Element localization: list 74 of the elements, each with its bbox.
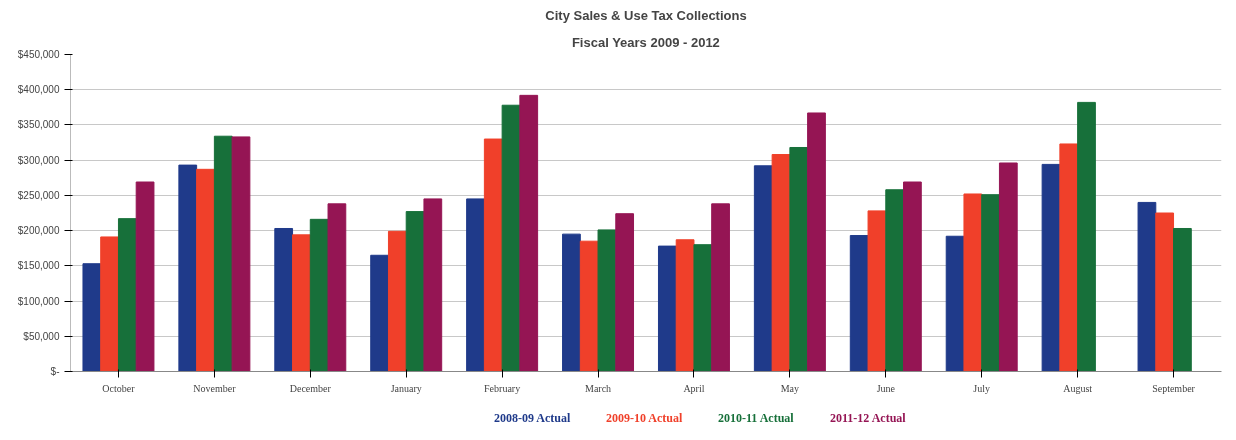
- bar: [231, 136, 251, 372]
- bar: [945, 235, 965, 372]
- bar: [579, 240, 599, 372]
- bar: [771, 154, 791, 372]
- bar: [1155, 212, 1175, 372]
- text: 2011-12 Actual: [830, 411, 906, 426]
- bar: [867, 210, 887, 372]
- bar: [117, 218, 137, 372]
- bar: [597, 229, 617, 372]
- bar: [885, 189, 905, 372]
- chart-title: City Sales & Use Tax Collections: [545, 7, 747, 23]
- bar: [981, 194, 1000, 372]
- bar: [178, 164, 198, 372]
- bar: [789, 146, 809, 372]
- x-tick-label: September: [1152, 382, 1196, 394]
- x-tick-label: June: [876, 382, 896, 394]
- bar: [615, 213, 635, 372]
- bar: [309, 218, 329, 372]
- bar: [405, 211, 425, 372]
- bar: [1137, 201, 1157, 372]
- bar: [483, 138, 503, 372]
- y-tick-label: $100,000: [17, 295, 60, 307]
- bar: [1077, 101, 1096, 372]
- bar: [466, 198, 485, 372]
- x-tick-label: November: [193, 382, 237, 394]
- y-tick-label: $50,000: [23, 330, 60, 342]
- bar: [519, 94, 539, 372]
- bar: [711, 203, 730, 372]
- x-tick-label: May: [780, 382, 800, 394]
- y-tick-label: $250,000: [17, 189, 60, 201]
- bar: [693, 244, 713, 372]
- bar: [501, 104, 521, 372]
- bar: [213, 135, 233, 372]
- bar: [387, 230, 407, 372]
- bar: [135, 181, 155, 372]
- x-tick-label: October: [102, 382, 136, 394]
- bar: [423, 198, 443, 372]
- bar: [998, 162, 1018, 372]
- bar: [1173, 228, 1192, 372]
- x-tick-label: August: [1063, 382, 1093, 394]
- bar: [327, 203, 347, 372]
- bar: [82, 263, 102, 372]
- y-tick-label: $350,000: [17, 119, 60, 131]
- bar: [657, 245, 677, 372]
- x-tick-label: December: [289, 382, 332, 394]
- x-tick-label: April: [683, 382, 705, 394]
- y-tick-label: $300,000: [17, 154, 60, 166]
- bar: [274, 228, 294, 372]
- x-tick-label: January: [390, 382, 422, 394]
- text: 2010-11 Actual: [718, 411, 794, 426]
- bar: [1059, 143, 1079, 372]
- text: 2009-10 Actual: [606, 411, 683, 426]
- y-tick-label: $450,000: [17, 49, 60, 60]
- bar: [562, 233, 581, 372]
- bar: [1041, 163, 1061, 372]
- y-tick-label: $200,000: [17, 225, 60, 237]
- bar: [807, 112, 826, 372]
- x-tick-label: March: [584, 382, 612, 394]
- bar: [292, 234, 311, 372]
- y-tick-label: $400,000: [17, 84, 60, 96]
- bar: [963, 193, 983, 372]
- bar: [100, 236, 119, 372]
- y-tick-label: $-: [50, 366, 60, 377]
- text: 2008-09 Actual: [494, 411, 571, 426]
- x-tick-label: July: [973, 382, 991, 394]
- bar: [370, 254, 389, 372]
- bar: [753, 165, 773, 372]
- bar: [903, 181, 922, 372]
- x-tick-label: February: [484, 382, 521, 394]
- bar: [849, 235, 869, 372]
- chart-subtitle: Fiscal Years 2009 - 2012: [571, 34, 720, 50]
- y-tick-label: $150,000: [17, 260, 60, 272]
- bar: [196, 168, 215, 372]
- bar: [675, 239, 695, 372]
